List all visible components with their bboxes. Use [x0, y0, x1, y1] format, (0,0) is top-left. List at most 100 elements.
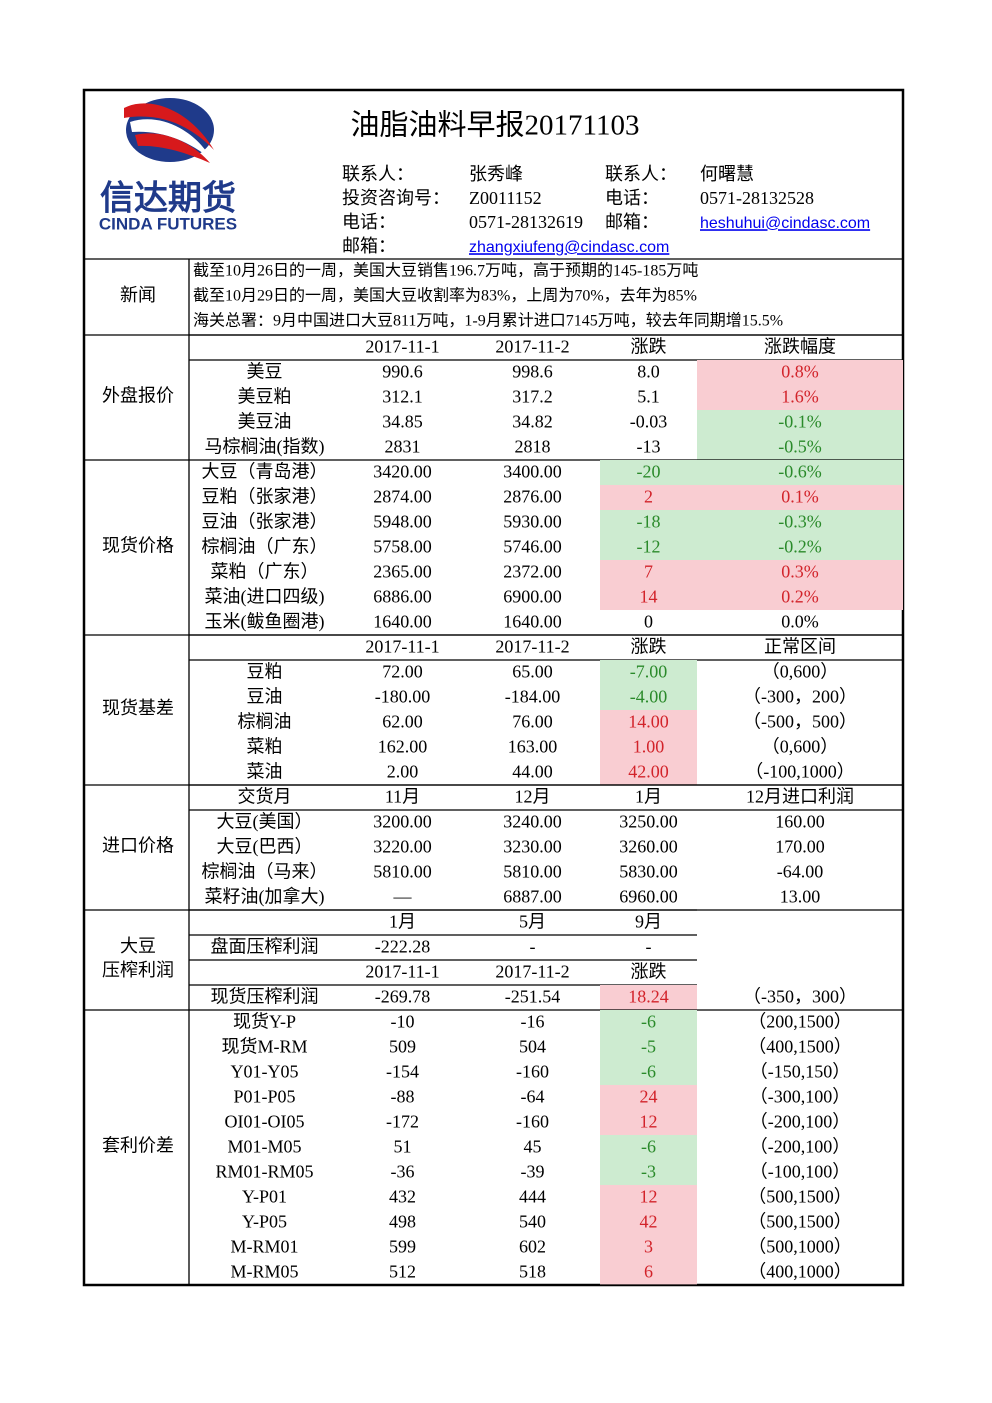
cell-value: 602 [519, 1237, 546, 1257]
cell-down [600, 510, 697, 535]
cell-value: 3220.00 [373, 837, 432, 857]
row-label: 菜粕 [247, 737, 283, 757]
cell-value: -222.28 [375, 937, 431, 957]
row-label: P01-P05 [233, 1087, 295, 1107]
cell-down [600, 535, 697, 560]
cell-value: — [393, 887, 413, 907]
row-label: 豆油（张家港） [202, 512, 328, 532]
cell-value: 504 [519, 1037, 546, 1057]
cell-value: -64.00 [777, 862, 824, 882]
cell-value: 2017-11-1 [365, 337, 439, 357]
row-label: 豆油 [247, 687, 283, 707]
cell-value: 3250.00 [619, 812, 678, 832]
row-label: RM01-RM05 [215, 1162, 313, 1182]
cell-value: 44.00 [512, 762, 553, 782]
cell-up [697, 485, 903, 510]
cell-value: 2017-11-2 [495, 337, 569, 357]
cell-down [600, 1010, 697, 1035]
contact-text: 邮箱： [605, 212, 659, 232]
cell-value: 512 [389, 1262, 416, 1282]
cell-value: -0.6% [778, 462, 822, 482]
cell-value: -64 [521, 1087, 545, 1107]
contact-text: 电话： [342, 212, 396, 232]
news-line: 截至10月29日的一周，美国大豆收割率为83%，上周为70%，去年为85% [193, 287, 697, 305]
row-label: 菜籽油(加拿大) [205, 886, 325, 908]
cell-value: 3400.00 [503, 462, 562, 482]
section-label: 进口价格 [102, 836, 174, 856]
cell-down [697, 410, 903, 435]
cell-value: 34.85 [382, 412, 423, 432]
section-label: 现货价格 [102, 536, 174, 556]
row-label: 大豆(巴西） [217, 837, 313, 858]
email-link[interactable]: zhangxiufeng@cindasc.com [469, 239, 669, 256]
cell-up [600, 1260, 697, 1285]
cell-up [697, 385, 903, 410]
cell-up [697, 585, 903, 610]
cell-value: 18.24 [628, 987, 669, 1007]
contact-text: 联系人： [605, 164, 677, 184]
row-label: 玉米(鲅鱼圈港) [205, 612, 325, 633]
row-label: 菜油(进口四级) [205, 587, 325, 608]
cell-value: 13.00 [780, 887, 821, 907]
email-link[interactable]: heshuhui@cindasc.com [700, 215, 870, 232]
cell-value: 12 [640, 1112, 658, 1132]
cell-value: -180.00 [375, 687, 431, 707]
logo-en: CINDA FUTURES [99, 214, 237, 233]
cell-value: 1.6% [781, 387, 819, 407]
cell-value: -20 [637, 462, 661, 482]
cell-value: 65.00 [512, 662, 553, 682]
cell-value: 2876.00 [503, 487, 562, 507]
row-label: Y-P01 [242, 1187, 287, 1207]
row-label: 马棕榈油(指数) [205, 437, 325, 458]
cell-value: 2017-11-2 [495, 962, 569, 982]
cell-value: 12 [640, 1187, 658, 1207]
cell-value: 14.00 [628, 712, 669, 732]
cell-value: 6887.00 [503, 887, 562, 907]
contact-text: 电话： [605, 188, 659, 208]
cell-value: 涨跌 [631, 337, 667, 357]
cell-value: （-100,1000） [745, 762, 855, 782]
cell-value: 76.00 [512, 712, 553, 732]
row-label: 棕榈油（马来） [202, 862, 328, 882]
cell-value: 1640.00 [503, 612, 562, 632]
section-label: 外盘报价 [102, 386, 174, 406]
cell-value: 3240.00 [503, 812, 562, 832]
cell-value: 540 [519, 1212, 546, 1232]
section-label: 压榨利润 [102, 960, 174, 980]
cell-value: 0.3% [781, 562, 819, 582]
contact-text: Z0011152 [469, 188, 542, 208]
cell-value: -160 [516, 1062, 549, 1082]
report-title: 油脂油料早报20171103 [351, 109, 640, 142]
cell-down [600, 460, 697, 485]
cell-up [600, 1185, 697, 1210]
cell-value: -10 [391, 1012, 415, 1032]
cell-value: 163.00 [508, 737, 558, 757]
cell-up [600, 1235, 697, 1260]
cell-value: （500,1500） [748, 1187, 852, 1207]
cell-value: （400,1500） [748, 1037, 852, 1057]
contact-text: 联系人： [342, 164, 414, 184]
cell-value: 5810.00 [373, 862, 432, 882]
cell-value: 3230.00 [503, 837, 562, 857]
cell-value: 0.1% [781, 487, 819, 507]
cell-value: -5 [641, 1037, 656, 1057]
cell-value: 24 [640, 1087, 658, 1107]
row-label: M01-M05 [227, 1137, 301, 1157]
cell-value: -0.5% [778, 437, 822, 457]
cell-value: 12月 [515, 787, 551, 807]
cell-value: 432 [389, 1187, 416, 1207]
cell-value: 涨跌 [631, 962, 667, 982]
cell-value: 162.00 [378, 737, 428, 757]
cell-value: 5830.00 [619, 862, 678, 882]
cell-value: 599 [389, 1237, 416, 1257]
contact-text: 张秀峰 [469, 164, 523, 184]
cell-value: 2874.00 [373, 487, 432, 507]
cell-value: 170.00 [775, 837, 825, 857]
cell-up [600, 1210, 697, 1235]
cell-value: 72.00 [382, 662, 423, 682]
cell-value: 2.00 [387, 762, 419, 782]
cell-value: 317.2 [512, 387, 553, 407]
cell-value: 998.6 [512, 362, 553, 382]
cell-down [697, 435, 903, 460]
